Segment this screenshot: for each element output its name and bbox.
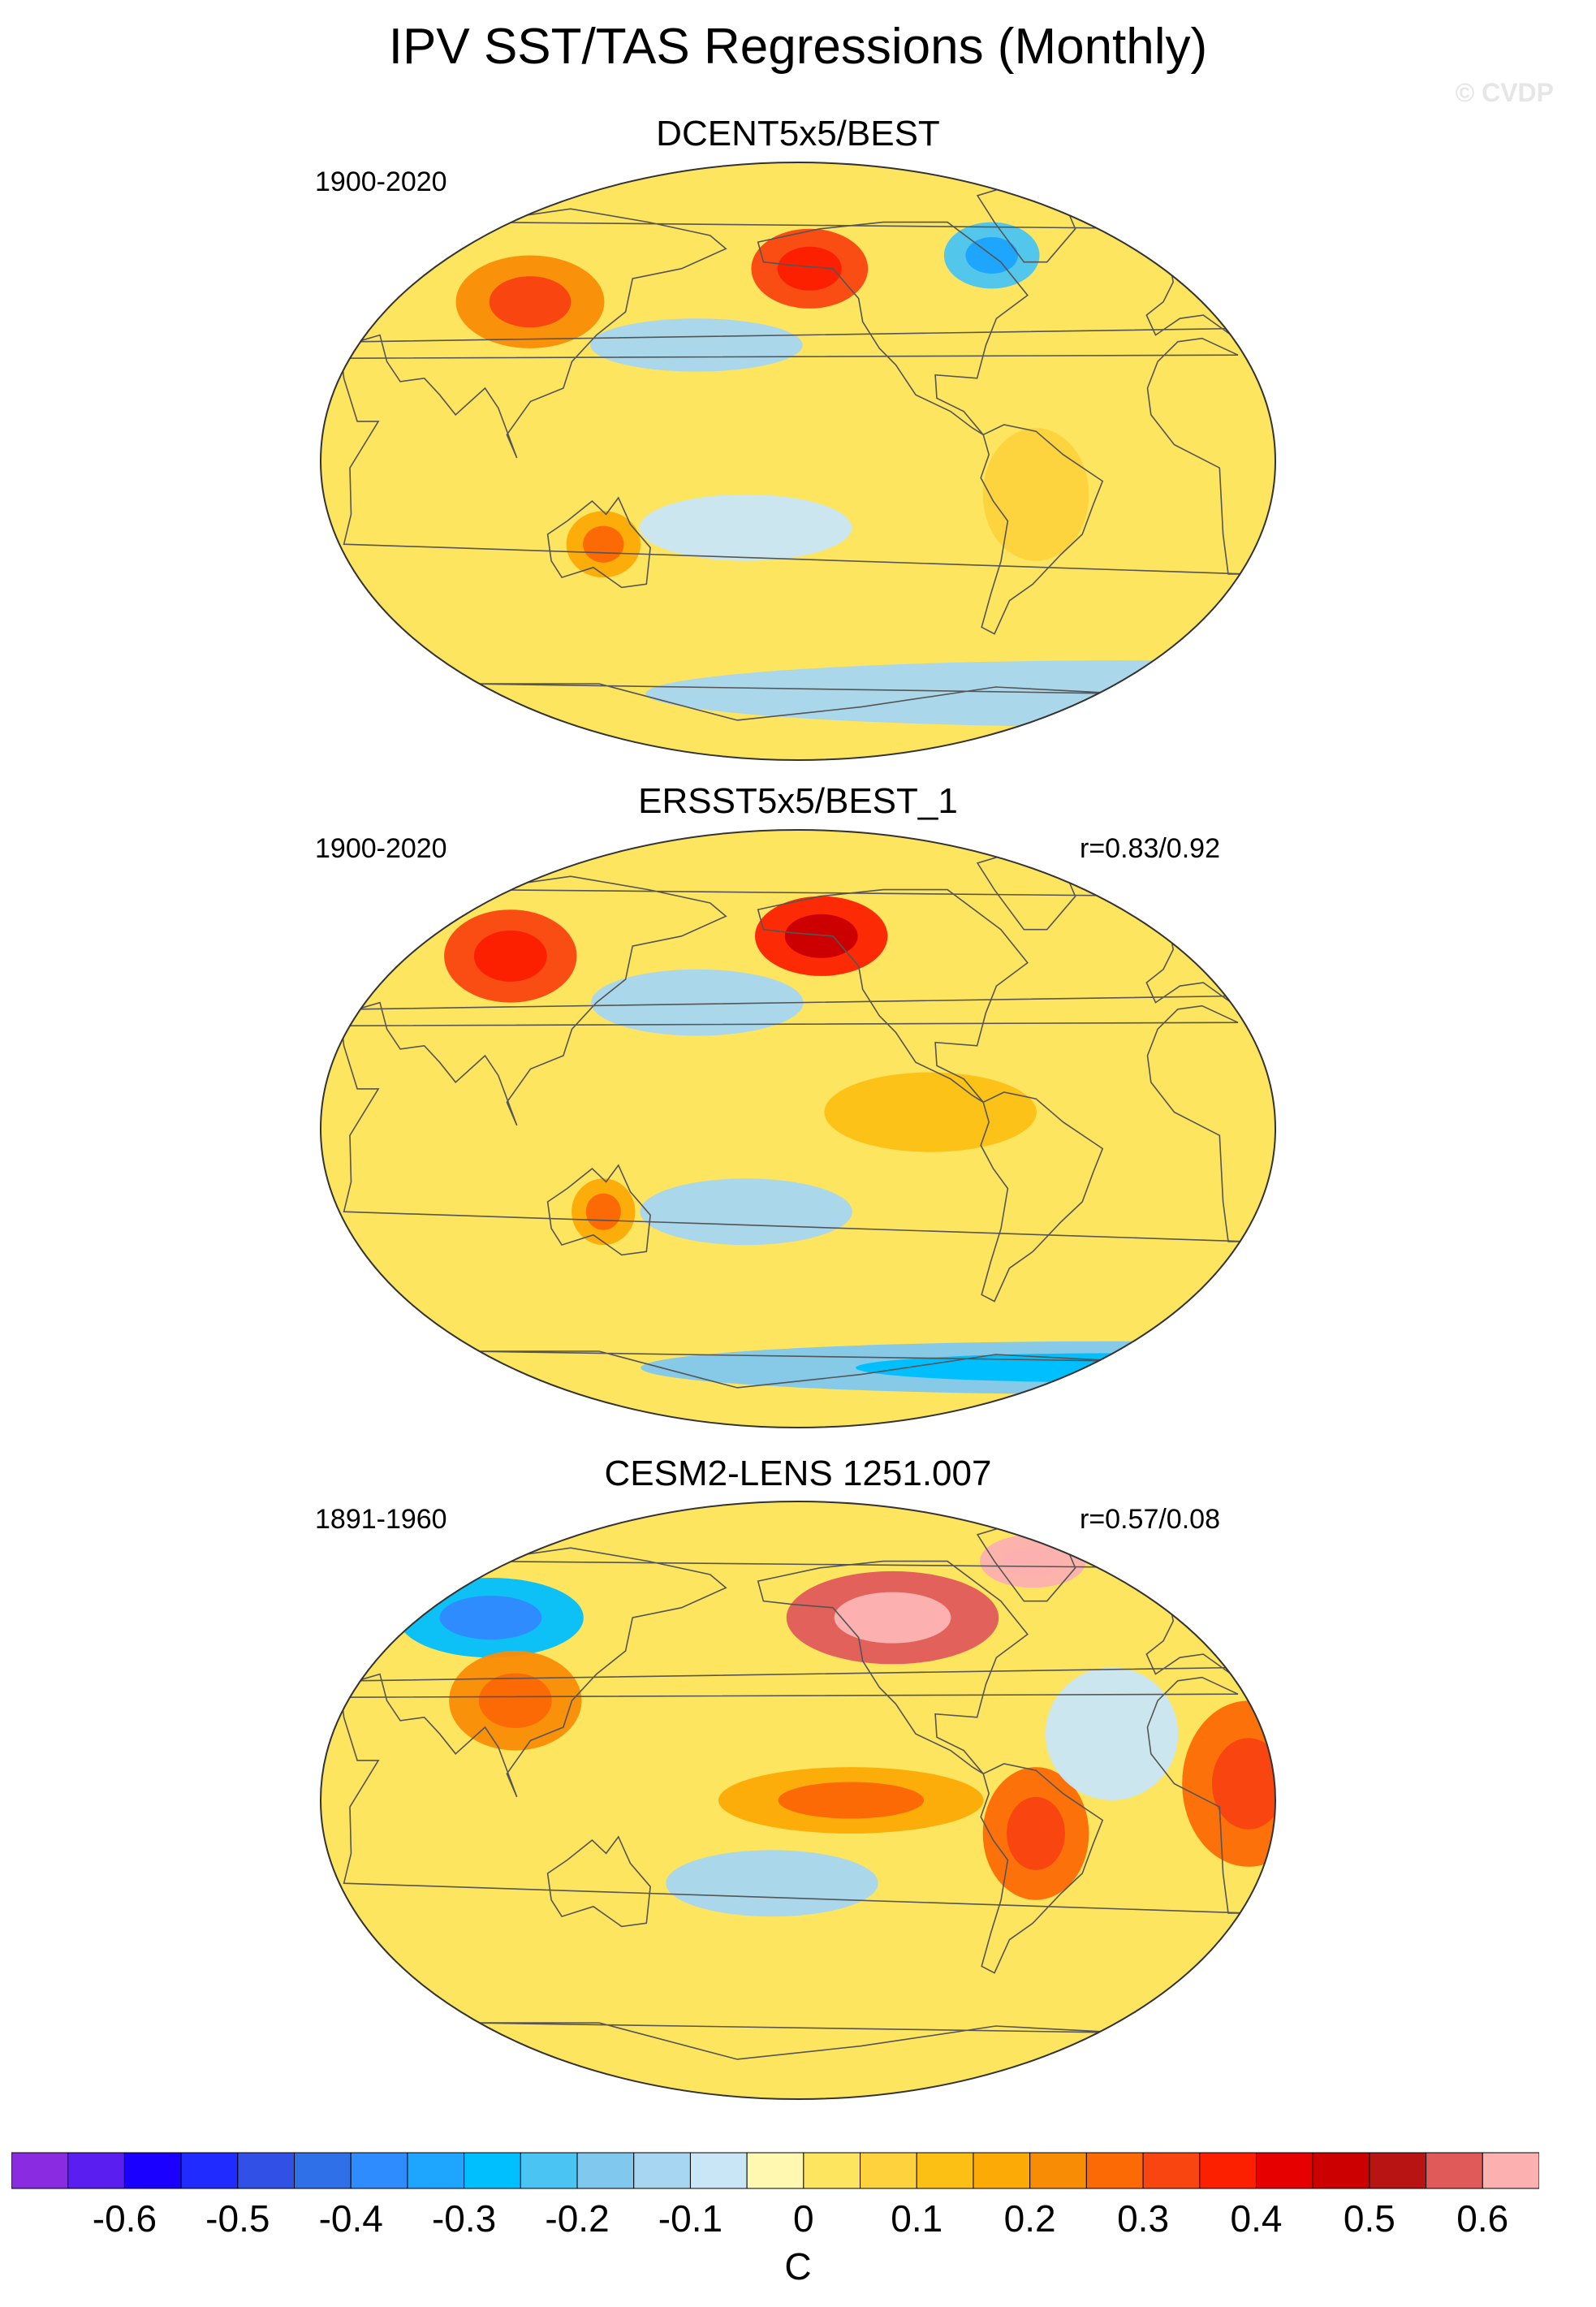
colorbar-box-8: [464, 2152, 521, 2189]
colorbar-tick-label: -0.2: [545, 2197, 610, 2240]
colorbar-box-14: [803, 2152, 861, 2189]
anomaly-core-1: [834, 1592, 951, 1644]
colorbar-tick-label: -0.4: [318, 2197, 383, 2240]
colorbar-box-13: [746, 2152, 804, 2189]
map-border: [320, 162, 1276, 761]
colorbar-box-1: [67, 2152, 125, 2189]
colorbar-box-15: [860, 2152, 917, 2189]
colorbar-box-4: [237, 2152, 295, 2189]
anomaly-core-0: [473, 930, 547, 982]
anomaly-feature-5: [639, 494, 852, 561]
colorbar-box-12: [689, 2152, 748, 2189]
panel-3-period: 1891-1960: [315, 1504, 447, 1535]
anomaly-core-0: [439, 1596, 542, 1640]
coastline-north-america: [757, 221, 1029, 435]
panel-2-period: 1900-2020: [315, 833, 447, 864]
coastline-north-america: [757, 888, 1029, 1103]
coastline-africa: [340, 337, 1249, 575]
colorbar-box-0: [11, 2152, 69, 2189]
colorbar-box-5: [294, 2152, 352, 2189]
anomaly-feature-2: [591, 969, 804, 1036]
coastline-south-america: [980, 424, 1104, 635]
colorbar-box-17: [973, 2152, 1031, 2189]
panel-3-correlation: r=0.57/0.08: [1080, 1504, 1220, 1535]
colorbar-tick-label: 0.5: [1343, 2197, 1395, 2240]
colorbar-tick-label: 0.4: [1230, 2197, 1283, 2240]
coastline-africa: [340, 1004, 1249, 1242]
colorbar-box-6: [350, 2152, 408, 2189]
anomaly-feature-7: [666, 1850, 878, 1917]
anomaly-core-4: [1212, 1738, 1275, 1830]
colorbar-tick-label: -0.1: [658, 2197, 723, 2240]
anomaly-core-4: [583, 525, 624, 563]
colorbar-box-2: [123, 2152, 182, 2189]
coastline-australia: [546, 496, 651, 589]
anomaly-feature-8: [1045, 1667, 1179, 1800]
colorbar-tick-label: 0.2: [1003, 2197, 1056, 2240]
colorbar-box-26: [1482, 2152, 1539, 2189]
panel-3-map: [320, 1501, 1276, 2100]
colorbar-box-16: [916, 2152, 974, 2189]
colorbar-tick-label: 0.3: [1117, 2197, 1170, 2240]
copyright-watermark: © CVDP: [1455, 78, 1554, 107]
coastline-south-america: [980, 1091, 1104, 1303]
anomaly-feature-7: [982, 428, 1089, 561]
coastline-north-america: [757, 1560, 1029, 1774]
colorbar-box-20: [1142, 2152, 1201, 2189]
anomaly-core-1: [784, 914, 858, 958]
colorbar-box-18: [1029, 2152, 1087, 2189]
panel-1-map: [320, 162, 1276, 761]
anomaly-feature-5: [640, 1178, 852, 1246]
colorbar-box-22: [1255, 2152, 1313, 2189]
colorbar-units: C: [784, 2245, 812, 2288]
colorbar-box-23: [1312, 2152, 1370, 2189]
panel-1-title: DCENT5x5/BEST: [656, 114, 940, 153]
panel-1-period: 1900-2020: [315, 166, 447, 197]
colorbar-box-25: [1426, 2152, 1483, 2189]
anomaly-core-0: [489, 276, 572, 328]
colorbar-tick-label: 0.1: [891, 2197, 943, 2240]
colorbar-tick-label: 0: [793, 2197, 814, 2240]
coastline-eurasia: [356, 208, 1244, 459]
coastline-eurasia: [356, 875, 1244, 1126]
colorbar-tick-label: 0.6: [1456, 2197, 1509, 2240]
anomaly-core-6: [478, 1673, 552, 1728]
coastline-africa: [340, 1676, 1249, 1914]
colorbar-box-3: [180, 2152, 239, 2189]
anomaly-feature-3: [590, 318, 803, 372]
colorbar-box-7: [407, 2152, 465, 2189]
colorbar: [11, 2152, 1539, 2189]
colorbar-tick-label: -0.6: [92, 2197, 157, 2240]
colorbar-box-21: [1199, 2152, 1257, 2189]
anomaly-core-2: [1003, 1546, 1063, 1576]
anomaly-feature-3: [824, 1072, 1037, 1152]
panel-2-title: ERSST5x5/BEST_1: [638, 781, 958, 821]
panel-2-map: [320, 829, 1276, 1428]
panel-3-title: CESM2-LENS 1251.007: [604, 1454, 992, 1493]
colorbar-box-9: [520, 2152, 578, 2189]
colorbar-box-11: [633, 2152, 691, 2189]
colorbar-box-24: [1369, 2152, 1427, 2189]
coastline-south-america: [980, 1763, 1104, 1974]
figure-title: IPV SST/TAS Regressions (Monthly): [388, 19, 1208, 75]
coastline-australia: [546, 1164, 651, 1256]
panel-2-correlation: r=0.83/0.92: [1080, 833, 1220, 864]
coastline-eurasia: [356, 1547, 1244, 1798]
map-border: [320, 829, 1276, 1428]
anomaly-core-1: [777, 246, 842, 291]
colorbar-tick-label: -0.5: [205, 2197, 270, 2240]
map-border: [320, 1501, 1276, 2100]
anomaly-core-4: [585, 1193, 621, 1230]
colorbar-tick-label: -0.3: [431, 2197, 497, 2240]
anomaly-core-3: [778, 1782, 925, 1819]
anomaly-core-5: [1007, 1796, 1065, 1870]
colorbar-box-19: [1085, 2152, 1144, 2189]
coastline-australia: [546, 1835, 651, 1928]
colorbar-box-10: [576, 2152, 635, 2189]
